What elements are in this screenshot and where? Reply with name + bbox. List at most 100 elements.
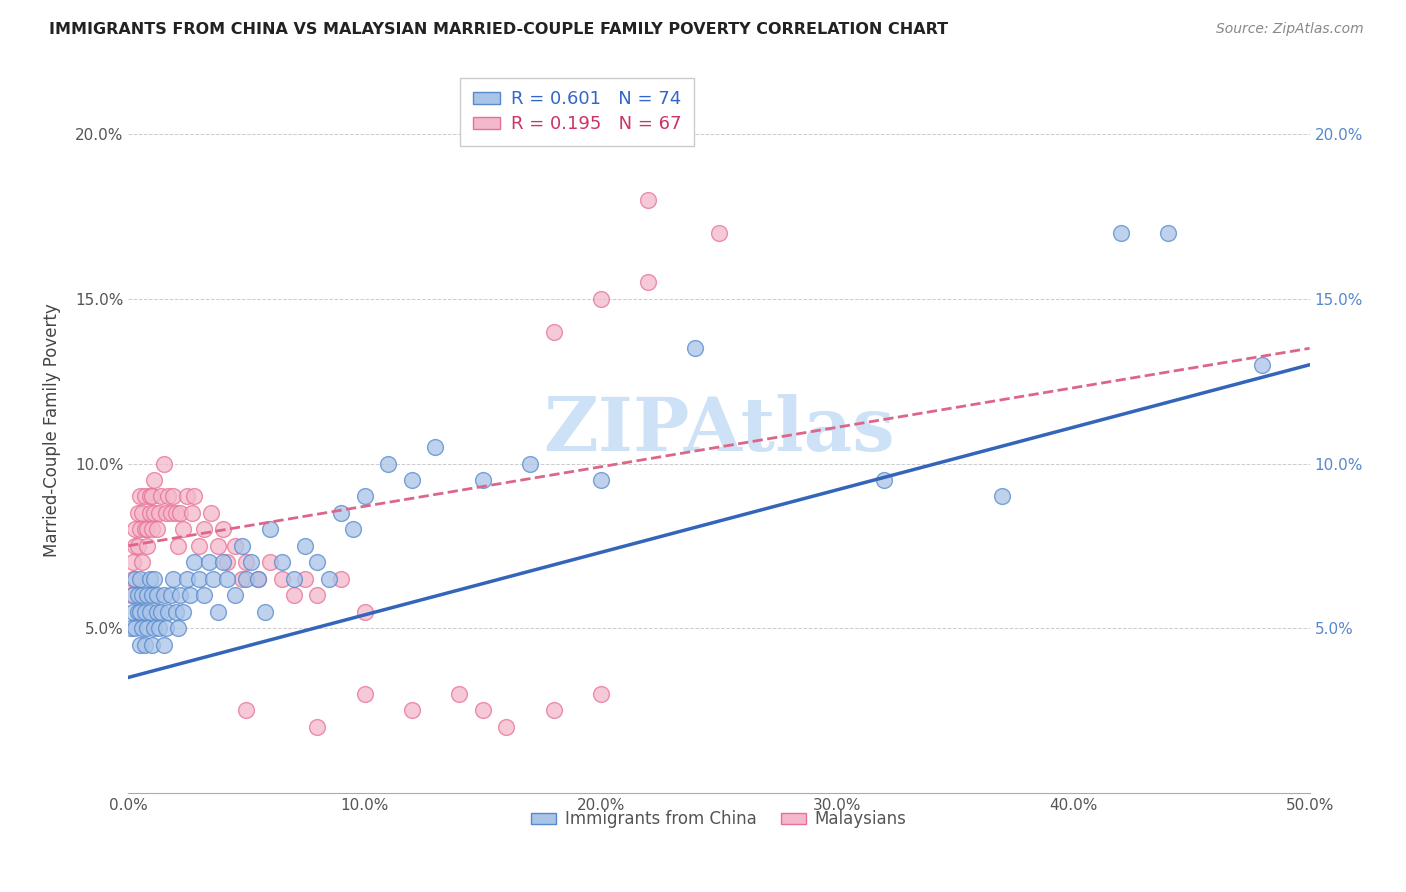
Point [122,605,145,619]
Point [131,555,153,569]
Point [200,506,222,520]
Text: IMMIGRANTS FROM CHINA VS MALAYSIAN MARRIED-COUPLE FAMILY POVERTY CORRELATION CHA: IMMIGRANTS FROM CHINA VS MALAYSIAN MARRI… [49,22,948,37]
Point [143,572,166,586]
Point [294,539,316,553]
Point [283,572,305,586]
Point [637,193,659,207]
Point [247,572,270,586]
Point [169,506,191,520]
Point [167,539,190,553]
Point [270,572,292,586]
Point [145,522,167,536]
Point [873,473,896,487]
Point [136,539,159,553]
Point [136,588,159,602]
Point [141,490,163,504]
Point [127,539,149,553]
Point [1251,358,1274,372]
Point [124,522,146,536]
Point [157,605,180,619]
Point [224,588,246,602]
Point [155,506,177,520]
Point [353,490,375,504]
Legend: Immigrants from China, Malaysians: Immigrants from China, Malaysians [524,804,914,835]
Point [145,605,167,619]
Point [167,621,190,635]
Point [152,457,174,471]
Point [120,588,142,602]
Point [127,588,149,602]
Point [589,292,612,306]
Point [143,506,166,520]
Point [162,572,184,586]
Point [150,490,173,504]
Point [122,572,145,586]
Point [176,572,198,586]
Point [124,539,146,553]
Point [240,555,263,569]
Point [141,522,163,536]
Point [124,572,146,586]
Point [637,276,659,290]
Point [217,572,239,586]
Point [159,506,181,520]
Point [235,555,257,569]
Text: ZIPAtlas: ZIPAtlas [543,394,894,467]
Point [231,539,253,553]
Point [207,539,229,553]
Point [141,638,163,652]
Point [183,555,205,569]
Point [471,703,494,717]
Point [202,572,225,586]
Point [342,522,364,536]
Point [211,555,233,569]
Point [131,588,153,602]
Point [181,506,204,520]
Point [143,473,166,487]
Point [183,490,205,504]
Point [129,490,152,504]
Point [145,588,167,602]
Point [131,621,153,635]
Point [353,687,375,701]
Point [231,572,253,586]
Point [122,555,145,569]
Point [129,572,152,586]
Point [495,720,517,734]
Point [589,687,612,701]
Point [294,572,316,586]
Point [129,522,152,536]
Point [447,687,470,701]
Point [685,341,707,355]
Point [543,703,565,717]
Y-axis label: Married-Couple Family Poverty: Married-Couple Family Poverty [44,303,60,558]
Point [283,588,305,602]
Point [589,95,612,109]
Point [141,588,163,602]
Point [143,621,166,635]
Point [543,325,565,339]
Point [129,605,152,619]
Point [329,506,352,520]
Point [138,572,160,586]
Point [120,621,142,635]
Point [152,588,174,602]
Point [157,490,180,504]
Point [307,720,329,734]
Point [176,490,198,504]
Point [211,522,233,536]
Point [259,555,281,569]
Point [353,605,375,619]
Point [377,457,399,471]
Point [136,621,159,635]
Point [172,605,194,619]
Point [224,539,246,553]
Point [136,522,159,536]
Point [707,226,730,240]
Point [197,555,219,569]
Point [131,506,153,520]
Point [165,605,187,619]
Text: Source: ZipAtlas.com: Source: ZipAtlas.com [1216,22,1364,37]
Point [134,605,156,619]
Point [148,621,170,635]
